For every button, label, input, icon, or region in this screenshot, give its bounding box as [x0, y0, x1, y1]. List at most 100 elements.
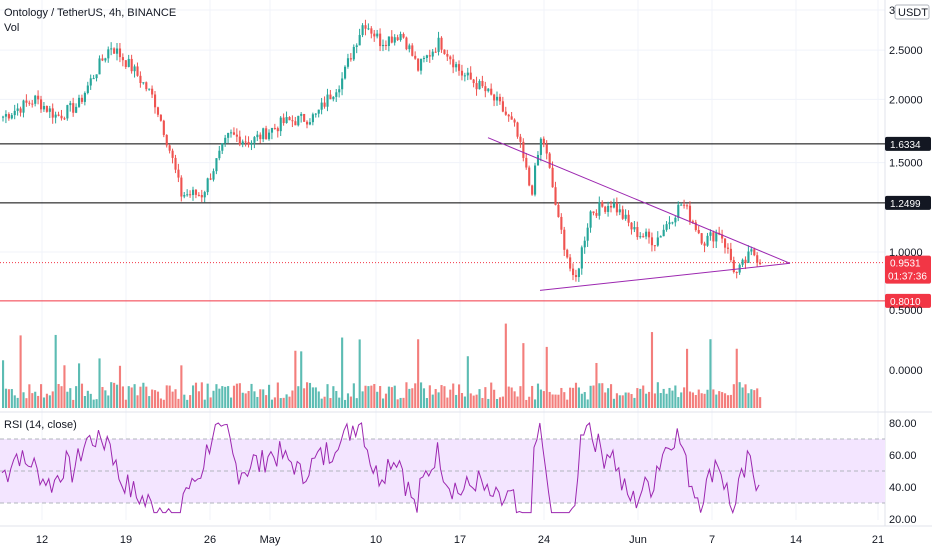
- candle-body: [390, 36, 393, 43]
- time-tick-label: May: [260, 534, 281, 546]
- volume-bar: [37, 395, 40, 408]
- volume-bar: [501, 396, 504, 408]
- volume-bar: [69, 388, 72, 408]
- candle-body: [224, 137, 227, 144]
- volume-bar: [262, 389, 265, 408]
- candle-body: [379, 33, 382, 47]
- candle-body: [680, 204, 683, 206]
- volume-bar: [98, 358, 101, 408]
- volume-bar: [361, 391, 364, 408]
- volume-bar: [159, 398, 162, 408]
- volume-bar: [276, 382, 279, 408]
- volume-bar: [753, 390, 756, 408]
- volume-bar: [57, 383, 60, 408]
- volume-bar: [28, 384, 31, 408]
- candle-body: [373, 33, 376, 37]
- volume-bar: [89, 393, 92, 408]
- candle-body: [2, 116, 5, 118]
- volume-bar: [677, 397, 680, 408]
- candle-body: [428, 55, 431, 57]
- volume-bar: [139, 386, 142, 408]
- volume-bar: [107, 395, 110, 408]
- candle-body: [656, 237, 659, 246]
- volume-bar: [534, 399, 537, 408]
- candle-body: [63, 118, 66, 120]
- candle-body: [142, 82, 145, 84]
- candle-body: [759, 262, 762, 265]
- candle-body: [583, 240, 586, 248]
- level-label: 0.8010: [890, 297, 921, 308]
- volume-bar: [279, 398, 282, 408]
- volume-bar: [171, 391, 174, 408]
- volume-bar: [200, 382, 203, 408]
- candle-body: [203, 192, 206, 198]
- volume-bar: [92, 399, 95, 408]
- volume-bar: [577, 387, 580, 408]
- volume-bar: [583, 392, 586, 408]
- candle-body: [37, 95, 40, 100]
- volume-bar: [373, 384, 376, 408]
- candle-body: [624, 214, 627, 219]
- candle-body: [279, 117, 282, 132]
- volume-bar: [151, 389, 154, 408]
- volume-bar: [206, 383, 209, 408]
- volume-bar: [72, 399, 75, 408]
- candle-body: [563, 229, 566, 250]
- candle-body: [317, 109, 320, 114]
- volume-bar: [522, 343, 525, 408]
- candle-body: [589, 211, 592, 228]
- volume-bar: [756, 388, 759, 408]
- candle-body: [498, 96, 502, 102]
- volume-bar: [697, 389, 700, 408]
- volume-bar: [443, 386, 446, 408]
- candle-body: [209, 178, 212, 180]
- candle-body: [4, 114, 8, 117]
- candle-body: [344, 66, 347, 79]
- volume-bar: [235, 383, 238, 408]
- candle-body: [577, 268, 580, 278]
- volume-bar: [268, 384, 271, 408]
- candle-body: [595, 213, 598, 216]
- candle-body: [54, 114, 57, 118]
- volume-bar: [75, 386, 78, 408]
- volume-bar: [177, 398, 180, 408]
- price-tick-label: 1.0000: [889, 247, 923, 259]
- candle-body: [659, 236, 662, 238]
- candle-body: [189, 194, 192, 196]
- volume-bar: [116, 384, 119, 408]
- volume-bar: [390, 387, 393, 408]
- candle-body: [262, 128, 265, 140]
- candle-body: [422, 57, 426, 59]
- time-tick-label: 26: [204, 534, 216, 546]
- volume-bars: [2, 323, 762, 408]
- volume-bar: [598, 383, 601, 408]
- candle-body: [171, 150, 174, 158]
- candle-body: [332, 96, 335, 100]
- candle-body: [633, 227, 636, 230]
- candle-body: [434, 51, 437, 53]
- axes: 3 2.5000 2.0000 1.5000 1.0000 USDT 0.5000 0.000…: [36, 4, 930, 546]
- price-tick-label: 3: [889, 5, 895, 17]
- volume-bar: [256, 396, 259, 408]
- volume-bar: [580, 393, 583, 408]
- volume-bar: [183, 394, 186, 408]
- volume-bar: [2, 360, 5, 408]
- volume-bar: [352, 383, 355, 408]
- volume-bar: [700, 393, 703, 408]
- candle-body: [604, 206, 607, 212]
- volume-bar: [662, 388, 665, 408]
- volume-bar: [54, 334, 57, 408]
- volume-bar: [101, 387, 104, 408]
- candle-body: [352, 46, 355, 60]
- candle-body: [200, 195, 203, 198]
- candle-body: [118, 48, 122, 58]
- level-label: 1.6334: [890, 140, 921, 151]
- volume-bar: [78, 363, 81, 408]
- candle-body: [601, 202, 604, 207]
- volume-bar: [51, 391, 54, 408]
- candle-body: [750, 249, 753, 252]
- candle-body: [107, 49, 110, 59]
- candle-body: [382, 44, 385, 47]
- candle-body: [548, 153, 551, 168]
